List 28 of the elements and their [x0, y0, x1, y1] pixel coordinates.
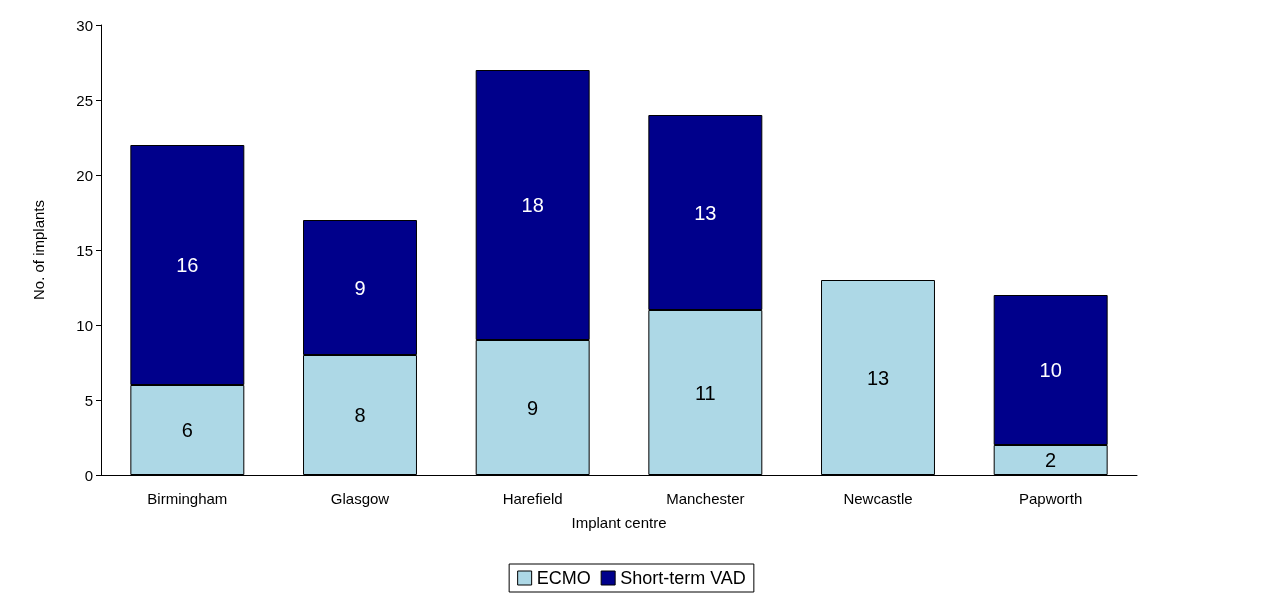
x-tick-label: Harefield: [502, 490, 563, 507]
data-label: 11: [694, 381, 716, 404]
y-tick-label: 5: [84, 391, 93, 409]
y-tick-label: 20: [76, 166, 93, 184]
x-tick-label: Papworth: [1018, 490, 1083, 507]
x-tick-label: Newcastle: [843, 490, 913, 507]
legend-label: ECMO: [536, 568, 591, 588]
data-label: 13: [694, 201, 717, 224]
y-tick-label: 0: [84, 466, 93, 484]
x-tick-label: Glasgow: [330, 490, 390, 507]
x-axis-title: Implant centre: [571, 514, 667, 531]
data-label: 18: [521, 194, 544, 216]
data-label: 16: [176, 254, 199, 276]
y-axis-title: No. of implants: [30, 199, 47, 301]
data-label: 9: [527, 396, 539, 419]
data-label: 8: [354, 404, 366, 426]
data-label: 10: [1039, 359, 1062, 381]
data-label: 2: [1045, 449, 1057, 471]
legend-label: Short-term VAD: [620, 568, 746, 588]
y-tick-label: 10: [76, 316, 93, 334]
y-tick-label: 30: [76, 16, 93, 34]
data-label: 13: [866, 366, 890, 389]
x-tick-label: Manchester: [666, 490, 745, 507]
y-tick-label: 25: [76, 91, 93, 109]
data-label: 6: [181, 419, 193, 441]
x-tick-label: Birmingham: [147, 490, 228, 507]
data-label: 9: [354, 276, 366, 299]
y-tick-label: 15: [76, 241, 93, 259]
